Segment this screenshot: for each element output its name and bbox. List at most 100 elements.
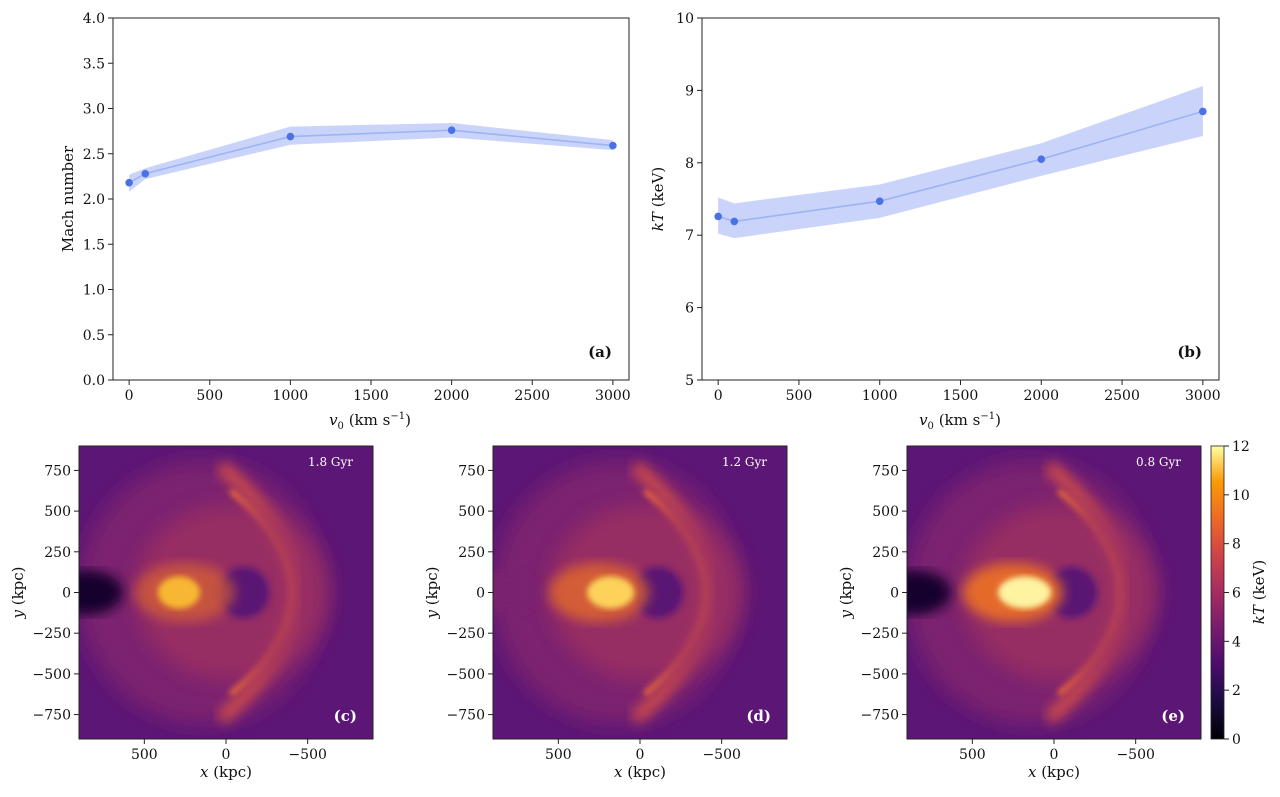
a-xtick-label: 1500 [353, 388, 389, 404]
a-data-point [286, 132, 295, 141]
a-data-point [125, 178, 133, 187]
panel-e-ytick-label: 0 [890, 586, 899, 602]
a-ytick-label: 0.0 [83, 373, 105, 389]
panel-c-xtick-label: 0 [222, 747, 231, 763]
colorbar-tick-label: 8 [1232, 537, 1241, 553]
panel-d-ytick-label: 750 [458, 463, 485, 479]
panel-d-xtick-label: −500 [702, 747, 740, 763]
panel-e-label: (e) [1161, 707, 1185, 725]
panel-c-ytick-label: −500 [33, 667, 71, 683]
panel-d-ytick-label: 500 [458, 504, 485, 520]
a-xtick-label: 1000 [273, 388, 309, 404]
b-xtick-label: 500 [786, 388, 813, 404]
colorbar-label: kT (keV) [1250, 560, 1268, 624]
b-ytick-label: 6 [685, 301, 694, 317]
panel-b-confidence-band [718, 86, 1203, 239]
a-ytick-label: 4.0 [83, 11, 105, 27]
a-xtick-label: 500 [196, 388, 223, 404]
panel-e-ytick-label: −250 [861, 626, 899, 642]
b-data-point [730, 217, 739, 226]
panel-d-ytick-label: 250 [458, 545, 485, 561]
colorbar-tick-label: 2 [1232, 683, 1241, 699]
colorbar-gradient [1210, 445, 1225, 740]
panel-a-ylabel: Mach number [59, 145, 77, 252]
panel-c-temperature-map: 500 0 −500 750 500 250 0 −250 −500 −750 1.8 Gyr (c)… [9, 445, 374, 781]
a-xtick-label: 3000 [595, 388, 631, 404]
panel-a-xlabel: v0 (km s−1) [329, 411, 411, 432]
b-data-point [1037, 155, 1046, 163]
colorbar-tick-label: 4 [1232, 634, 1241, 650]
panel-e-temperature-map: 500 0 −500 750 500 250 0 −250 −500 −750 0.8 Gyr (e)… [837, 445, 1202, 781]
a-ytick-label: 2.5 [83, 147, 105, 163]
b-ytick-label: 10 [676, 11, 694, 27]
a-ytick-label: 0.5 [83, 328, 105, 344]
a-xtick-label: 2500 [514, 388, 550, 404]
panel-d-ytick-label: −500 [447, 667, 485, 683]
colorbar-tick-label: 0 [1232, 732, 1241, 748]
b-xtick-label: 1500 [943, 388, 979, 404]
panel-e-ytick-label: 750 [872, 463, 899, 479]
b-data-point [1199, 107, 1207, 116]
panel-d-ylabel: y (kpc) [423, 566, 441, 619]
panel-c-xtick-label: 500 [131, 747, 158, 763]
b-xtick-label: 1000 [862, 388, 898, 404]
panel-d-ytick-label: 0 [476, 586, 485, 602]
panel-d-map-image [493, 446, 787, 739]
panel-e-ytick-label: −750 [861, 708, 899, 724]
b-xtick-label: 2000 [1023, 388, 1059, 404]
a-ytick-label: 3.5 [83, 56, 105, 72]
panel-a-label: (a) [588, 343, 612, 361]
colorbar-tick-label: 6 [1232, 586, 1241, 602]
panel-c-label: (c) [334, 707, 357, 725]
a-ytick-label: 3.0 [83, 102, 105, 118]
panel-e-ytick-label: 250 [872, 545, 899, 561]
colorbar-tick-label: 12 [1232, 439, 1250, 455]
panel-d-temperature-map: 500 0 −500 750 500 250 0 −250 −500 −750 1.2 Gyr (d)… [423, 445, 788, 781]
panel-c-ytick-label: 500 [44, 504, 71, 520]
a-data-point [609, 141, 617, 150]
panel-c-ylabel: y (kpc) [9, 566, 27, 619]
a-ytick-label: 1.0 [83, 283, 105, 299]
panel-d-ytick-label: −250 [447, 626, 485, 642]
panel-e-xtick-label: 0 [1050, 747, 1059, 763]
panel-d-xlabel: x (kpc) [614, 763, 666, 781]
b-data-point [875, 197, 884, 205]
panel-a-frame [112, 17, 630, 381]
panel-c-ytick-label: −250 [33, 626, 71, 642]
panel-e-ytick-label: −500 [861, 667, 899, 683]
panel-d-xtick-label: 0 [636, 747, 645, 763]
panel-c-xlabel: x (kpc) [200, 763, 252, 781]
panel-a-confidence-band [129, 122, 613, 192]
panel-e-map-image [907, 446, 1201, 739]
panel-c-time-label: 1.8 Gyr [308, 455, 353, 469]
a-data-point [447, 126, 456, 135]
panel-b-label: (b) [1177, 343, 1202, 361]
panel-c-ytick-label: 0 [62, 586, 71, 602]
b-ytick-label: 5 [685, 373, 694, 389]
panel-d-time-label: 1.2 Gyr [722, 455, 767, 469]
panel-d-label: (d) [746, 707, 771, 725]
panel-e-xtick-label: −500 [1116, 747, 1154, 763]
a-ytick-label: 1.5 [83, 237, 105, 253]
panel-a-mach-number: 0 500 1000 1500 2000 2500 3000 0.0 0.5 1.0 1.5 2.0 2… [59, 11, 631, 432]
panel-c-map-image [79, 446, 373, 739]
panel-e-ylabel: y (kpc) [837, 566, 855, 619]
colorbar-tick-label: 10 [1232, 488, 1250, 504]
b-data-point [714, 212, 722, 221]
b-xtick-label: 0 [714, 388, 723, 404]
panel-b-ylabel: kT (keV) [649, 167, 667, 231]
a-data-point [141, 169, 150, 178]
b-xtick-label: 2500 [1104, 388, 1140, 404]
b-xtick-label: 3000 [1185, 388, 1221, 404]
a-xtick-label: 0 [125, 388, 134, 404]
b-ytick-label: 9 [685, 83, 694, 99]
a-xtick-label: 2000 [434, 388, 470, 404]
panel-e-xlabel: x (kpc) [1028, 763, 1080, 781]
panel-e-time-label: 0.8 Gyr [1136, 455, 1181, 469]
panel-b-xlabel: v0 (km s−1) [919, 411, 1001, 432]
panel-d-xtick-label: 500 [545, 747, 572, 763]
panel-c-xtick-label: −500 [288, 747, 326, 763]
panel-c-ytick-label: 250 [44, 545, 71, 561]
panel-e-xtick-label: 500 [959, 747, 986, 763]
